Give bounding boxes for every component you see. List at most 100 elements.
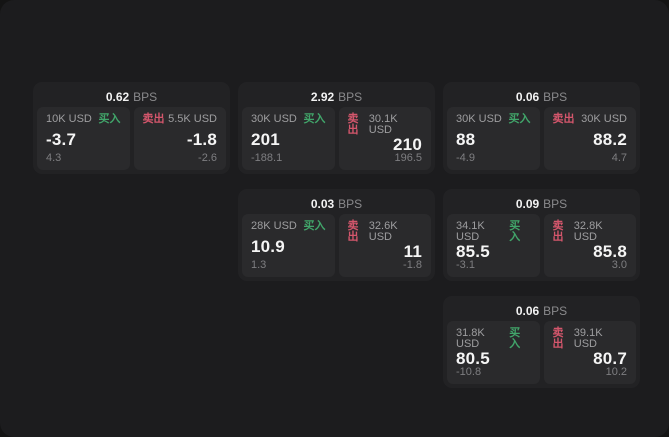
bps-unit-label: BPS	[133, 89, 158, 104]
buy-action-label: 买入	[509, 327, 521, 350]
sell-quote-subvalue: 4.7	[611, 152, 627, 164]
sell-quote-value: 88.2	[593, 129, 627, 149]
buy-action-label: 买入	[98, 113, 121, 125]
quote-panels: 28K USD 买入 10.9 1.3 卖出 32.6K USD 11 -1.8	[242, 214, 431, 277]
buy-action-label: 买入	[303, 220, 326, 232]
buy-quote-subvalue: 1.3	[251, 259, 267, 271]
bps-spread-value: 2.92	[310, 89, 335, 104]
sell-panel-top: 卖出 30.1K USD	[348, 114, 423, 136]
buy-quote-value: 201	[251, 129, 280, 149]
bps-spread-header: 2.92 BPS	[242, 86, 431, 107]
buy-action-label: 买入	[508, 113, 531, 125]
quote-card: 0.06 BPS 31.8K USD 买入 80.5 -10.8 卖出 39.1…	[443, 296, 640, 388]
sell-quote-subvalue: -1.8	[403, 259, 422, 271]
sell-panel-top: 卖出 32.8K USD	[553, 221, 628, 243]
sell-amount-label: 30.1K USD	[368, 113, 398, 136]
buy-quote-value: 88	[456, 129, 476, 149]
sell-action-label: 卖出	[347, 220, 359, 243]
buy-quote-value: 10.9	[251, 236, 285, 256]
bps-spread-value: 0.62	[105, 89, 130, 104]
buy-action-label: 买入	[509, 220, 521, 243]
bps-spread-value: 0.09	[515, 196, 540, 211]
sell-action-label: 卖出	[347, 113, 359, 136]
buy-panel-top: 28K USD 买入	[251, 221, 326, 232]
bps-unit-label: BPS	[543, 303, 568, 318]
buy-action-label: 买入	[303, 113, 326, 125]
buy-panel-top: 30K USD 买入	[456, 114, 531, 125]
sell-amount-label: 5.5K USD	[168, 113, 217, 125]
buy-amount-label: 30K USD	[456, 113, 502, 125]
sell-quote-value: 80.7	[593, 349, 627, 368]
quote-panels: 10K USD 买入 -3.7 4.3 卖出 5.5K USD -1.8 -2.…	[37, 107, 226, 170]
buy-panel-top: 31.8K USD 买入	[456, 328, 531, 350]
quote-card: 0.03 BPS 28K USD 买入 10.9 1.3 卖出 32.6K US…	[238, 189, 435, 281]
buy-quote-panel[interactable]: 30K USD 买入 201 -188.1	[242, 107, 335, 170]
quote-panels: 31.8K USD 买入 80.5 -10.8 卖出 39.1K USD 80.…	[447, 321, 636, 384]
quote-card: 0.62 BPS 10K USD 买入 -3.7 4.3 卖出 5.5K USD…	[33, 82, 230, 174]
bps-unit-label: BPS	[543, 89, 568, 104]
bps-unit-label: BPS	[338, 89, 363, 104]
buy-amount-label: 34.1K USD	[456, 220, 485, 243]
buy-quote-value: -3.7	[46, 129, 77, 149]
buy-quote-subvalue: -3.1	[456, 259, 475, 271]
quote-panels: 30K USD 买入 201 -188.1 卖出 30.1K USD 210 1…	[242, 107, 431, 170]
sell-quote-panel[interactable]: 卖出 30.1K USD 210 196.5	[338, 107, 431, 170]
sell-quote-value: 11	[403, 242, 422, 261]
quote-panels: 34.1K USD 买入 85.5 -3.1 卖出 32.8K USD 85.8…	[447, 214, 636, 277]
sell-amount-label: 32.6K USD	[368, 220, 398, 243]
bps-unit-label: BPS	[338, 196, 363, 211]
quote-panels: 30K USD 买入 88 -4.9 卖出 30K USD 88.2 4.7	[447, 107, 636, 170]
sell-quote-panel[interactable]: 卖出 39.1K USD 80.7 10.2	[543, 321, 636, 384]
sell-quote-value: 210	[393, 135, 422, 154]
sell-amount-label: 32.8K USD	[573, 220, 603, 243]
buy-quote-value: 80.5	[456, 349, 490, 368]
buy-panel-top: 10K USD 买入	[46, 114, 121, 125]
sell-action-label: 卖出	[552, 327, 564, 350]
sell-quote-value: -1.8	[186, 129, 217, 149]
sell-quote-panel[interactable]: 卖出 32.6K USD 11 -1.8	[338, 214, 431, 277]
quote-card: 2.92 BPS 30K USD 买入 201 -188.1 卖出 30.1K …	[238, 82, 435, 174]
buy-quote-panel[interactable]: 34.1K USD 买入 85.5 -3.1	[447, 214, 540, 277]
buy-quote-subvalue: -188.1	[251, 152, 283, 164]
buy-quote-subvalue: -10.8	[456, 366, 482, 378]
buy-amount-label: 10K USD	[46, 113, 92, 125]
buy-amount-label: 28K USD	[251, 220, 297, 232]
buy-panel-top: 34.1K USD 买入	[456, 221, 531, 243]
quote-cards-grid: 0.62 BPS 10K USD 买入 -3.7 4.3 卖出 5.5K USD…	[33, 82, 640, 388]
bps-spread-value: 0.06	[515, 89, 540, 104]
bps-spread-header: 0.06 BPS	[447, 300, 636, 321]
sell-quote-subvalue: -2.6	[198, 152, 217, 164]
buy-quote-value: 85.5	[456, 242, 490, 261]
buy-quote-panel[interactable]: 31.8K USD 买入 80.5 -10.8	[447, 321, 540, 384]
buy-amount-label: 31.8K USD	[456, 327, 485, 350]
sell-quote-subvalue: 196.5	[394, 152, 422, 164]
sell-panel-top: 卖出 39.1K USD	[553, 328, 628, 350]
buy-quote-panel[interactable]: 10K USD 买入 -3.7 4.3	[37, 107, 130, 170]
bps-spread-header: 0.06 BPS	[447, 86, 636, 107]
buy-quote-subvalue: 4.3	[46, 152, 62, 164]
bps-spread-header: 0.03 BPS	[242, 193, 431, 214]
sell-quote-panel[interactable]: 卖出 32.8K USD 85.8 3.0	[543, 214, 636, 277]
buy-panel-top: 30K USD 买入	[251, 114, 326, 125]
sell-panel-top: 卖出 5.5K USD	[143, 114, 218, 125]
bps-spread-value: 0.06	[515, 303, 540, 318]
sell-quote-panel[interactable]: 卖出 5.5K USD -1.8 -2.6	[133, 107, 226, 170]
bps-spread-value: 0.03	[310, 196, 335, 211]
buy-amount-label: 30K USD	[251, 113, 297, 125]
sell-quote-panel[interactable]: 卖出 30K USD 88.2 4.7	[543, 107, 636, 170]
sell-quote-value: 85.8	[593, 242, 627, 261]
quote-card: 0.09 BPS 34.1K USD 买入 85.5 -3.1 卖出 32.8K…	[443, 189, 640, 281]
buy-quote-panel[interactable]: 28K USD 买入 10.9 1.3	[242, 214, 335, 277]
sell-action-label: 卖出	[552, 220, 564, 243]
buy-quote-subvalue: -4.9	[456, 152, 475, 164]
sell-amount-label: 39.1K USD	[573, 327, 603, 350]
sell-quote-subvalue: 3.0	[611, 259, 627, 271]
bps-spread-header: 0.62 BPS	[37, 86, 226, 107]
sell-action-label: 卖出	[552, 113, 575, 125]
buy-quote-panel[interactable]: 30K USD 买入 88 -4.9	[447, 107, 540, 170]
quote-card: 0.06 BPS 30K USD 买入 88 -4.9 卖出 30K USD 8…	[443, 82, 640, 174]
sell-action-label: 卖出	[142, 113, 165, 125]
sell-amount-label: 30K USD	[581, 113, 627, 125]
bps-unit-label: BPS	[543, 196, 568, 211]
